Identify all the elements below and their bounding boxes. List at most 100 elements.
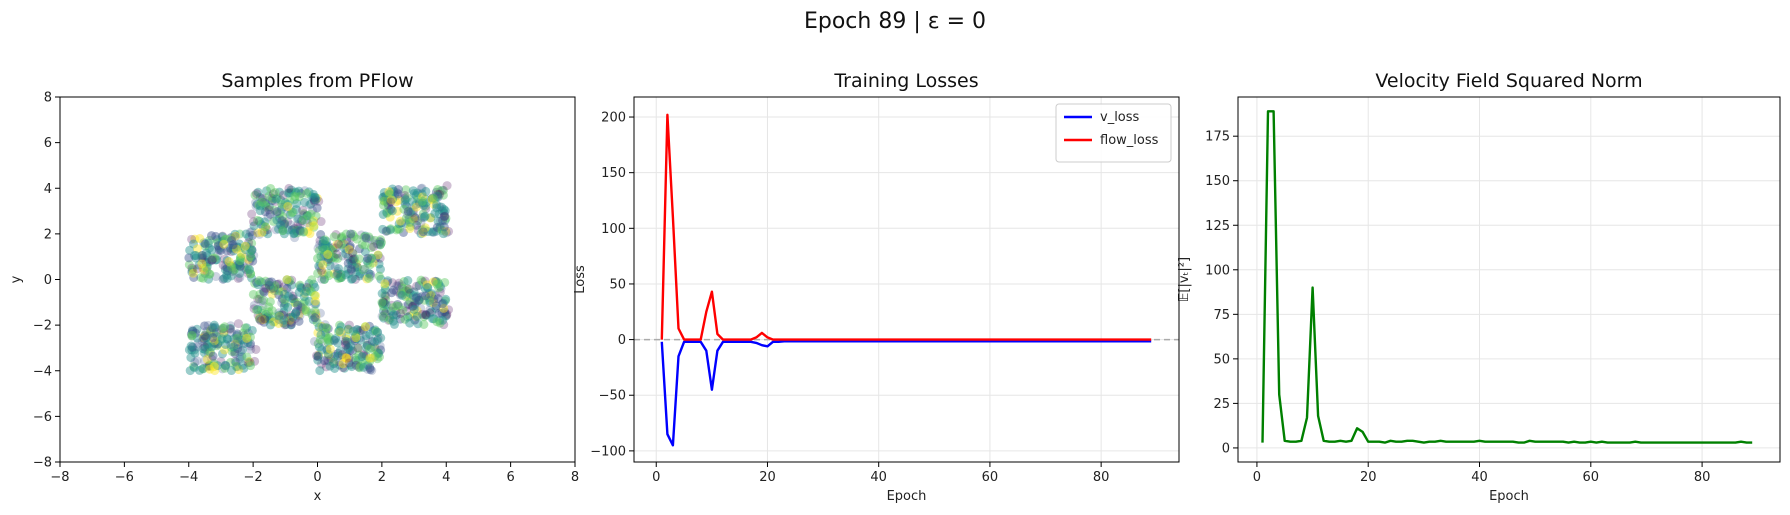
scatter-point — [437, 308, 447, 318]
scatter-point — [286, 185, 296, 195]
scatter-point — [286, 320, 296, 330]
scatter-point — [414, 280, 424, 290]
scatter-point — [210, 253, 220, 263]
scatter-point — [299, 226, 309, 236]
scatter-point — [277, 204, 287, 214]
scatter-point — [302, 210, 312, 220]
scatter-point — [416, 218, 426, 228]
scatter-point — [245, 332, 255, 342]
scatter-point — [275, 213, 285, 223]
scatter-point — [258, 278, 268, 288]
scatter-point — [253, 310, 263, 320]
scatter-point — [441, 228, 451, 238]
scatter-point — [391, 286, 401, 296]
scatter-point — [350, 262, 360, 272]
scatter-point — [270, 187, 280, 197]
scatter-point — [435, 186, 445, 196]
scatter-point — [400, 199, 410, 209]
scatter-point — [203, 331, 213, 341]
scatter-point — [274, 310, 284, 320]
scatter-point — [267, 196, 277, 206]
scatter-point — [343, 252, 353, 262]
scatter-point — [322, 344, 332, 354]
scatter-point — [275, 220, 285, 230]
scatter-point — [298, 215, 308, 225]
scatter-point — [247, 238, 257, 248]
scatter-point — [197, 250, 207, 260]
scatter-point — [186, 341, 196, 351]
scatter-point — [378, 193, 388, 203]
scatter-point — [377, 298, 387, 308]
scatter-point — [341, 249, 351, 259]
scatter-point — [425, 297, 435, 307]
scatter-point — [255, 206, 265, 216]
scatter-point — [348, 249, 358, 259]
scatter-point — [287, 294, 297, 304]
scatter-point — [434, 279, 444, 289]
scatter-point — [290, 298, 300, 308]
scatter-point — [274, 286, 284, 296]
scatter-point — [417, 189, 427, 199]
scatter-point — [213, 241, 223, 251]
scatter-point — [349, 256, 359, 266]
scatter-point — [348, 326, 358, 336]
scatter-point — [365, 344, 375, 354]
scatter-point — [360, 264, 370, 274]
x-tick-label: 0 — [652, 470, 660, 485]
scatter-point — [197, 336, 207, 346]
scatter-point — [310, 193, 320, 203]
scatter-point — [201, 263, 211, 273]
scatter-point — [296, 304, 306, 314]
scatter-point — [405, 217, 415, 227]
scatter-point — [437, 299, 447, 309]
scatter-point — [278, 318, 288, 328]
scatter-point — [384, 206, 394, 216]
scatter-point — [284, 291, 294, 301]
scatter-point — [384, 189, 394, 199]
scatter-point — [242, 352, 252, 362]
scatter-point — [305, 229, 315, 239]
scatter-point — [343, 258, 353, 268]
scatter-point — [417, 225, 427, 235]
scatter-point — [231, 357, 241, 367]
scatter-point — [291, 225, 301, 235]
scatter-point — [219, 239, 229, 249]
scatter-point — [363, 253, 373, 263]
scatter-point — [257, 197, 267, 207]
scatter-point — [269, 283, 279, 293]
scatter-point — [366, 343, 376, 353]
scatter-point — [387, 184, 397, 194]
scatter-point — [432, 203, 442, 213]
scatter-point — [378, 209, 388, 219]
scatter-point — [396, 288, 406, 298]
scatter-point — [220, 265, 230, 275]
scatter-point — [233, 337, 243, 347]
scatter-point — [244, 257, 254, 267]
scatter-point — [255, 314, 265, 324]
scatter-point — [328, 245, 338, 255]
scatter-point — [426, 213, 436, 223]
scatter-point — [258, 308, 268, 318]
scatter-point — [220, 322, 230, 332]
scatter-point — [279, 282, 289, 292]
scatter-point — [228, 243, 238, 253]
scatter-point — [401, 286, 411, 296]
scatter-point — [395, 314, 405, 324]
scatter-point — [258, 301, 268, 311]
scatter-point — [418, 277, 428, 287]
scatter-point — [290, 194, 300, 204]
scatter-point — [291, 307, 301, 317]
scatter-point — [344, 244, 354, 254]
scatter-point — [347, 362, 357, 372]
scatter-point — [294, 186, 304, 196]
scatter-point — [318, 243, 328, 253]
scatter-point — [266, 193, 276, 203]
scatter-point — [205, 269, 215, 279]
scatter-point — [356, 326, 366, 336]
scatter-point — [434, 308, 444, 318]
scatter-point — [402, 287, 412, 297]
scatter-point — [282, 313, 292, 323]
scatter-point — [310, 282, 320, 292]
scatter-point — [236, 252, 246, 262]
scatter-point — [249, 300, 259, 310]
